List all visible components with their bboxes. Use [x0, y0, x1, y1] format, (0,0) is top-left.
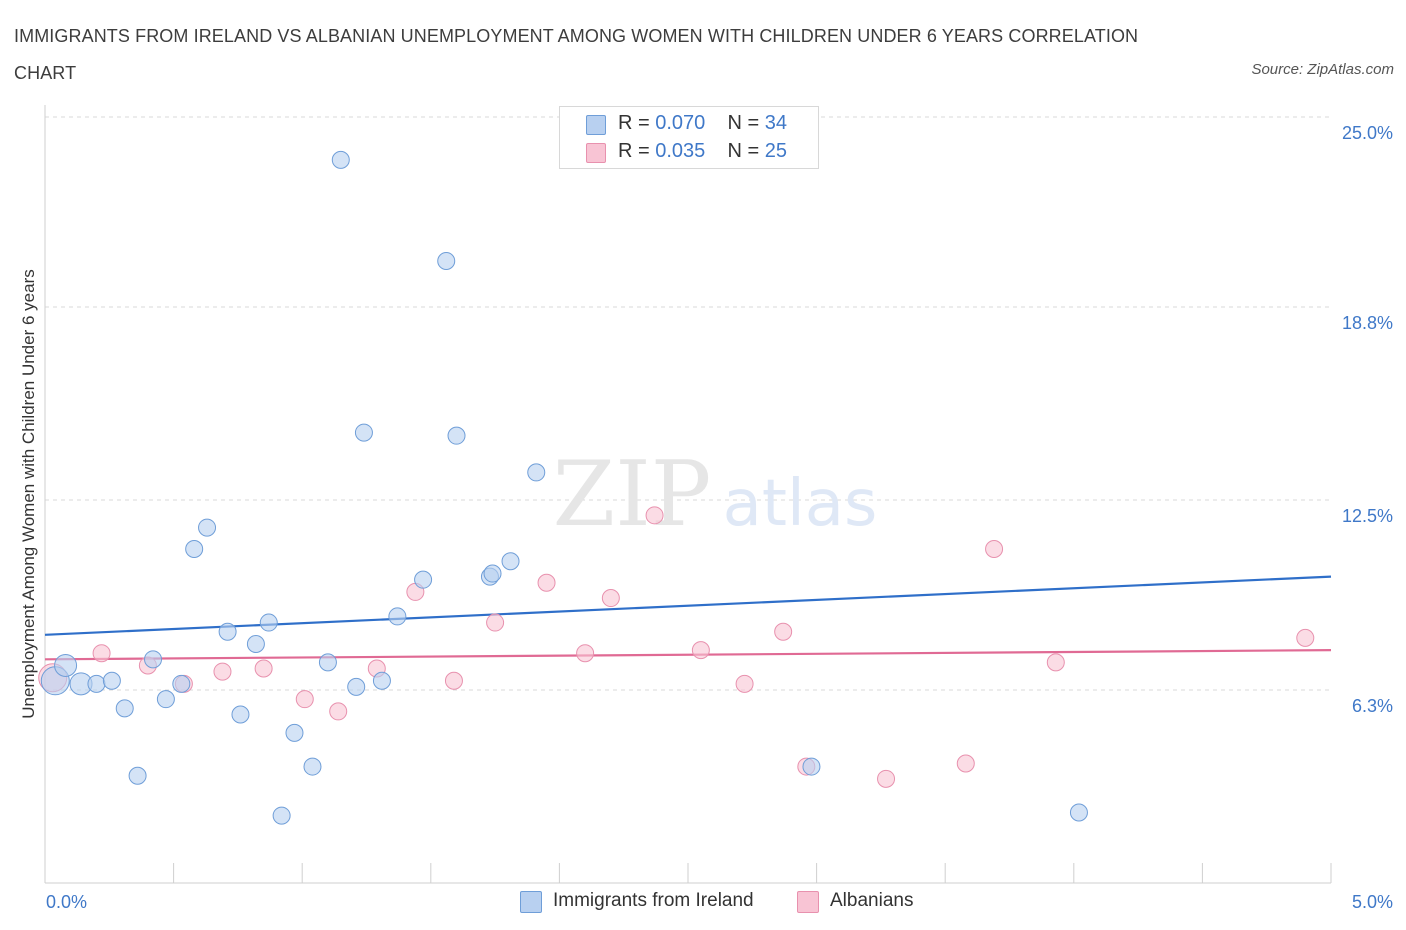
- albanian-point: [1046, 653, 1065, 672]
- tick-labels: 6.3% 12.5% 18.8% 25.0% 0.0% 5.0%: [46, 123, 1393, 912]
- albanian-point: [735, 674, 754, 693]
- y-tick-label: 25.0%: [1342, 123, 1393, 143]
- ireland-point: [318, 653, 337, 672]
- ireland-point: [218, 622, 237, 641]
- ireland-point: [198, 518, 217, 537]
- albanian-point: [295, 690, 314, 709]
- ireland-point: [102, 671, 121, 690]
- ireland-swatch: [586, 115, 606, 135]
- grid-lines: [45, 116, 1331, 691]
- ireland-point: [115, 699, 134, 718]
- legend-albanian-swatch: [797, 891, 819, 913]
- ireland-point: [388, 607, 407, 626]
- watermark: ZIP atlas: [553, 442, 878, 547]
- albanian-point: [985, 540, 1004, 559]
- legend-ireland-swatch: [520, 891, 542, 913]
- ireland-point: [414, 570, 433, 589]
- chart-source: Source: ZipAtlas.com: [1251, 61, 1394, 78]
- albanian-point: [1296, 628, 1315, 647]
- ireland-point: [246, 635, 265, 654]
- albanian-r-value: 0.035: [655, 140, 706, 162]
- y-tick-label: 6.3%: [1352, 696, 1393, 716]
- albanian-point: [691, 641, 710, 660]
- ireland-point: [172, 674, 191, 693]
- ireland-point: [156, 690, 175, 709]
- ireland-point: [259, 613, 278, 632]
- ireland-n-label: N =: [727, 112, 765, 134]
- ireland-point: [331, 150, 350, 169]
- ireland-point: [54, 653, 78, 677]
- y-tick-label: 18.8%: [1342, 313, 1393, 333]
- y-axis-label: Unemployment Among Women with Children U…: [19, 269, 38, 718]
- ireland-point: [527, 463, 546, 482]
- ireland-point: [372, 671, 391, 690]
- ireland-point: [128, 766, 147, 785]
- albanian-point: [956, 754, 975, 773]
- ireland-point: [231, 705, 250, 724]
- watermark-zip: ZIP: [553, 442, 712, 547]
- ireland-point: [483, 564, 502, 583]
- albanian-point: [254, 659, 273, 678]
- albanian-point: [537, 573, 556, 592]
- ireland-point: [437, 252, 456, 271]
- albanian-r-label: R =: [618, 140, 656, 162]
- ireland-r-value: 0.070: [655, 112, 706, 134]
- ireland-point: [303, 757, 322, 776]
- data-points: [38, 150, 1315, 825]
- legend-albanian-label: Albanians: [830, 890, 914, 911]
- albanian-point: [774, 622, 793, 641]
- ireland-point: [447, 426, 466, 445]
- albanian-point: [576, 644, 595, 663]
- ireland-point: [272, 806, 291, 825]
- albanian-point: [601, 589, 620, 608]
- ireland-point: [802, 757, 821, 776]
- albanian-point: [92, 644, 111, 663]
- albanian-point: [329, 702, 348, 721]
- axes: [44, 105, 1332, 884]
- albanian-trend-line: [44, 649, 1332, 661]
- ireland-point: [347, 677, 366, 696]
- ireland-point: [354, 423, 373, 442]
- ireland-r-label: R =: [618, 112, 656, 134]
- albanian-n-value: 25: [764, 140, 788, 162]
- ireland-point: [285, 723, 304, 742]
- albanian-point: [486, 613, 505, 632]
- legend-ireland-label: Immigrants from Ireland: [553, 890, 754, 911]
- albanian-point: [213, 662, 232, 681]
- stats-legend: R = 0.070 N = 34 R = 0.035 N = 25: [559, 106, 819, 169]
- ireland-n-value: 34: [764, 112, 788, 134]
- watermark-atlas: atlas: [723, 467, 878, 541]
- ireland-point: [501, 552, 520, 571]
- ireland-trend-line: [44, 575, 1332, 636]
- ireland-point: [1069, 803, 1088, 822]
- trend-lines: [44, 575, 1332, 661]
- x-tick-label: 0.0%: [46, 892, 87, 912]
- ireland-point: [144, 650, 163, 669]
- albanian-point: [645, 506, 664, 525]
- albanian-n-label: N =: [727, 140, 765, 162]
- y-tick-label: 12.5%: [1342, 506, 1393, 526]
- albanian-point: [444, 671, 463, 690]
- ireland-point: [87, 674, 106, 693]
- ireland-point: [185, 540, 204, 559]
- albanian-swatch: [586, 143, 606, 163]
- chart-title: IMMIGRANTS FROM IRELAND VS ALBANIAN UNEM…: [14, 26, 1139, 83]
- albanian-point: [877, 769, 896, 788]
- x-tick-label: 5.0%: [1352, 892, 1393, 912]
